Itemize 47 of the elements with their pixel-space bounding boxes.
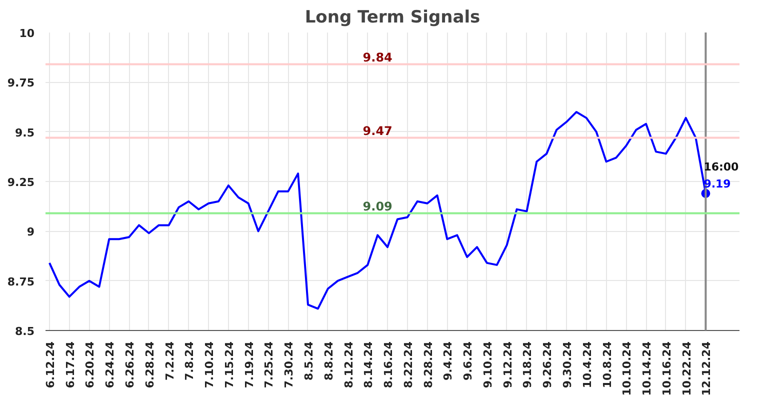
x-tick-label: 8.14.24 xyxy=(362,341,376,388)
x-tick-label: 8.12.24 xyxy=(342,341,356,388)
ref-line-label: 9.47 xyxy=(362,124,392,138)
data-label: 9.19 xyxy=(704,177,731,190)
x-tick-label: 8.28.24 xyxy=(422,341,435,388)
x-tick-label: 10.16.24 xyxy=(660,341,674,396)
x-tick-label: 7.19.24 xyxy=(242,341,256,388)
y-tick-label: 9.75 xyxy=(7,76,34,90)
x-tick-label: 10.22.24 xyxy=(680,341,694,396)
x-tick-label: 8.22.24 xyxy=(402,341,415,388)
x-tick-label: 7.10.24 xyxy=(203,341,216,388)
x-tick-label: 10.10.24 xyxy=(620,341,634,396)
x-tick-label: 9.12.24 xyxy=(501,341,514,388)
y-tick-label: 8.75 xyxy=(7,275,34,288)
x-tick-label: 6.24.24 xyxy=(104,341,117,388)
x-tick-label: 6.20.24 xyxy=(84,341,97,388)
x-tick-label: 9.26.24 xyxy=(541,341,554,388)
y-tick-label: 8.5 xyxy=(15,325,35,338)
x-tick-label: 7.8.24 xyxy=(183,341,196,380)
x-tick-label: 9.10.24 xyxy=(481,341,494,388)
x-tick-label: 12.12.24 xyxy=(700,341,714,396)
y-tick-label: 9.5 xyxy=(15,126,35,140)
x-tick-label: 8.16.24 xyxy=(382,341,396,388)
x-tick-label: 6.12.24 xyxy=(44,341,57,388)
x-tick-label: 6.26.24 xyxy=(124,341,137,388)
chart-title: Long Term Signals xyxy=(304,8,480,28)
annotation: 16:00 xyxy=(704,160,740,174)
x-tick-label: 8.8.24 xyxy=(322,341,336,380)
x-tick-label: 6.17.24 xyxy=(64,341,77,388)
ref-line-label: 9.09 xyxy=(362,199,392,214)
x-tick-label: 7.2.24 xyxy=(163,341,176,380)
x-tick-label: 8.5.24 xyxy=(302,341,316,380)
x-tick-label: 10.8.24 xyxy=(600,341,614,388)
x-tick-label: 9.18.24 xyxy=(521,341,534,388)
x-tick-label: 7.25.24 xyxy=(262,341,276,388)
x-tick-label: 9.6.24 xyxy=(462,341,475,380)
x-tick-label: 6.28.24 xyxy=(143,341,156,388)
y-tick-label: 9.25 xyxy=(7,176,34,189)
x-tick-label: 9.4.24 xyxy=(442,341,455,380)
x-tick-label: 10.4.24 xyxy=(580,341,594,388)
ref-line-label: 9.84 xyxy=(362,50,392,64)
x-tick-label: 10.14.24 xyxy=(640,341,654,396)
x-tick-label: 7.30.24 xyxy=(282,341,296,388)
x-tick-label: 7.15.24 xyxy=(222,341,236,388)
x-tick-label: 9.30.24 xyxy=(560,341,574,388)
y-tick-label: 10 xyxy=(19,27,35,40)
y-tick-label: 9 xyxy=(26,226,34,239)
